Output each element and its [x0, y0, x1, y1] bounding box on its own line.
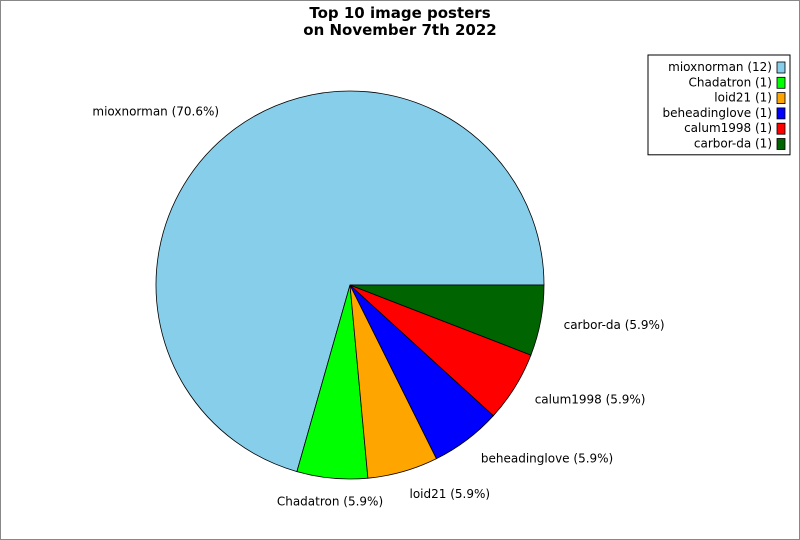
legend-label-calum1998: calum1998 (1)	[684, 121, 772, 135]
legend-label-loid21: loid21 (1)	[714, 91, 772, 105]
legend-box	[647, 54, 791, 156]
pie-slice-mioxnorman	[155, 90, 545, 473]
chart-title-line-2: on November 7th 2022	[303, 21, 496, 39]
legend-label-carbor-da: carbor-da (1)	[694, 137, 772, 151]
legend-swatch-mioxnorman	[776, 61, 786, 74]
legend-swatch-carbor-da	[776, 138, 786, 150]
slice-label-chadatron: Chadatron (5.9%)	[277, 494, 383, 508]
slice-labels: mioxnorman (70.6%) Chadatron (5.9%) loid21…	[92, 105, 664, 509]
slice-label-calum1998: calum1998 (5.9%)	[535, 392, 646, 406]
legend-swatch-beheadinglove	[776, 107, 786, 120]
slice-label-mioxnorman: mioxnorman (70.6%)	[92, 105, 219, 119]
legend-label-chadatron: Chadatron (1)	[689, 75, 772, 89]
slice-label-carbor-da: carbor-da (5.9%)	[564, 318, 665, 332]
slice-label-beheadinglove: beheadinglove (5.9%)	[481, 451, 613, 465]
pie-slices	[155, 90, 545, 480]
legend-swatch-calum1998	[776, 122, 786, 135]
legend-swatch-loid21	[776, 92, 786, 104]
slice-label-loid21: loid21 (5.9%)	[410, 487, 491, 501]
chart-title-line-1: Top 10 image posters	[309, 4, 490, 22]
pie-slice-carbor-da	[349, 284, 545, 356]
legend-label-beheadinglove: beheadinglove (1)	[663, 106, 773, 120]
legend-label-mioxnorman: mioxnorman (12)	[668, 60, 772, 74]
legend: mioxnorman (12)Chadatron (1) loid21 (1)be…	[647, 54, 791, 156]
legend-swatch-chadatron	[776, 76, 786, 89]
